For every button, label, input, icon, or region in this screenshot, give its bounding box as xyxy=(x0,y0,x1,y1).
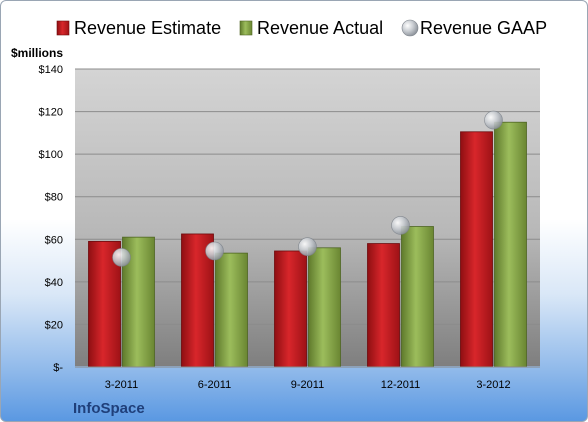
marker-revenue-gaap xyxy=(205,241,224,261)
legend-label: Revenue Estimate xyxy=(74,18,221,38)
y-tick-labels: $- $20 $40 $60 $80 $100 $120 $140 xyxy=(39,64,64,374)
bar-revenue-actual xyxy=(215,252,248,368)
bar-revenue-estimate xyxy=(460,131,493,368)
y-tick-label: $100 xyxy=(39,149,63,161)
legend-swatch xyxy=(56,20,70,36)
y-tick-label: $- xyxy=(53,362,63,374)
marker-revenue-gaap xyxy=(391,216,410,235)
company-name: InfoSpace xyxy=(73,400,145,417)
bar-revenue-actual xyxy=(494,121,527,368)
marker-revenue-gaap xyxy=(298,237,317,257)
x-tick-labels: 3-2011 6-2011 9-2011 12-2011 3-2012 xyxy=(105,379,511,391)
y-tick-label: $60 xyxy=(45,234,63,246)
legend-swatch xyxy=(401,19,419,37)
bar-revenue-estimate xyxy=(274,250,307,368)
legend-swatch xyxy=(239,20,253,36)
y-tick-label: $80 xyxy=(45,192,63,204)
marker-revenue-gaap xyxy=(112,248,131,267)
legend-label: Revenue Actual xyxy=(257,18,383,38)
bar-revenue-actual xyxy=(401,226,434,368)
x-tick-label: 3-2012 xyxy=(476,379,510,391)
legend-label: Revenue GAAP xyxy=(420,18,547,38)
x-tick-label: 9-2011 xyxy=(291,379,324,391)
bar-revenue-actual xyxy=(308,247,341,368)
x-tick-label: 12-2011 xyxy=(381,379,421,391)
y-unit-label: $millions xyxy=(11,46,63,60)
legend: Revenue Estimate Revenue Actual Revenue GA… xyxy=(56,18,547,38)
gaap-markers xyxy=(112,110,503,267)
y-tick-label: $140 xyxy=(39,64,63,76)
bar-revenue-estimate xyxy=(367,243,400,368)
y-tick-label: $40 xyxy=(45,277,63,289)
y-tick-label: $120 xyxy=(39,107,63,119)
marker-revenue-gaap xyxy=(484,110,503,130)
y-tick-label: $20 xyxy=(45,319,63,331)
x-tick-label: 6-2011 xyxy=(198,379,231,391)
x-tick-label: 3-2011 xyxy=(105,379,138,391)
